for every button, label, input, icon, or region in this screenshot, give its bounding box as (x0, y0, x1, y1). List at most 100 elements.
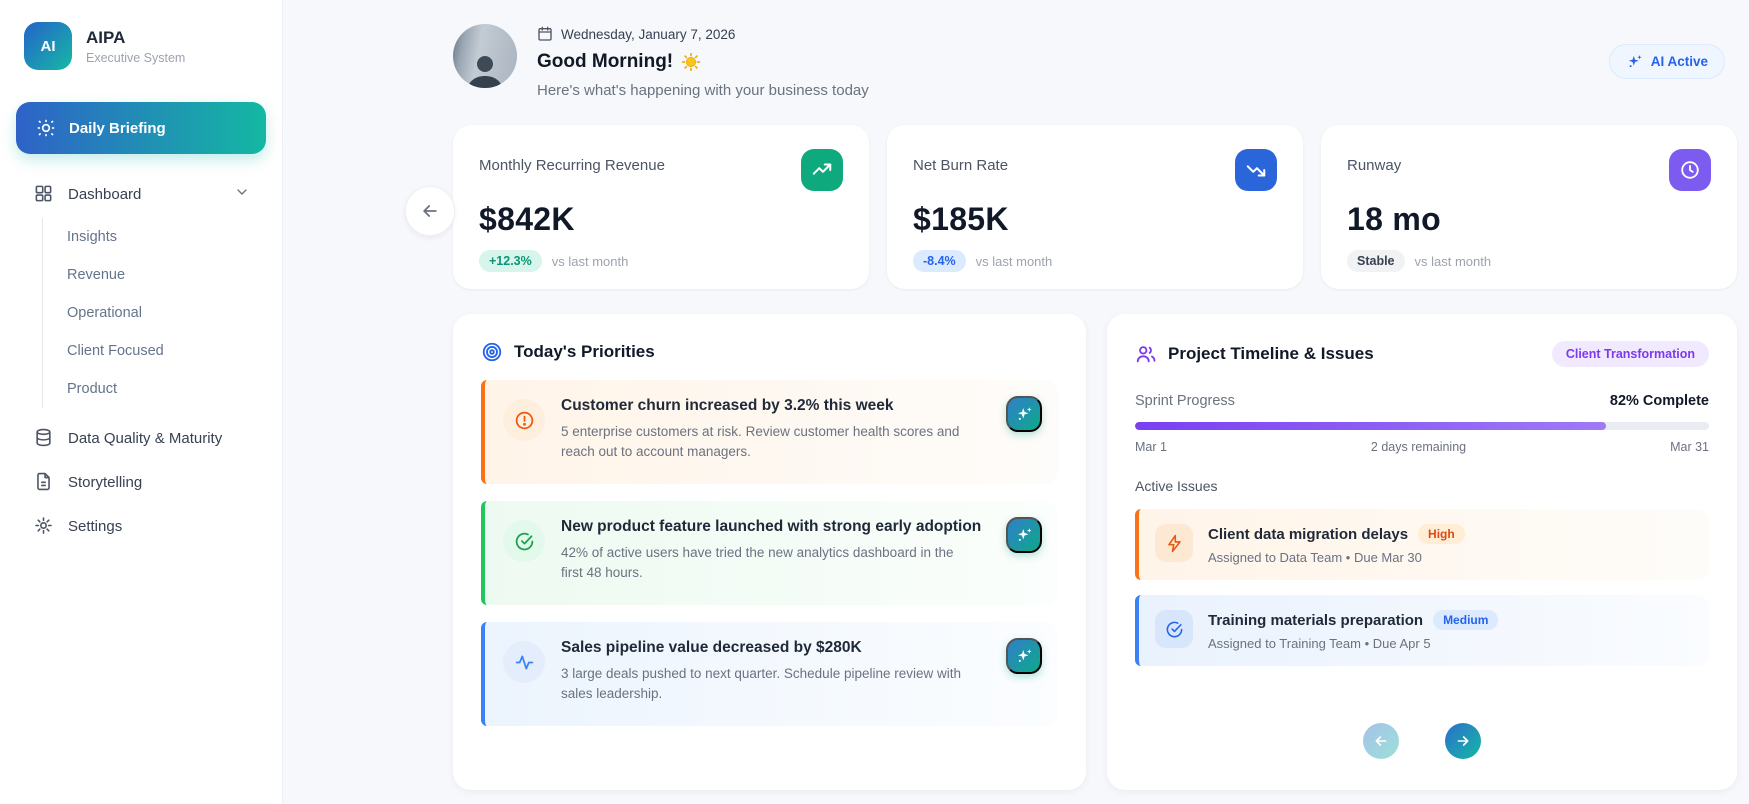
issue-title: Training materials preparation (1208, 611, 1424, 629)
project-badge: Client Transformation (1551, 341, 1709, 367)
sprint-progress-bar (1135, 422, 1709, 430)
metric-card-mrr: Monthly Recurring Revenue $842K +12.3% v… (453, 125, 869, 289)
users-icon (1135, 343, 1157, 365)
sidebar-item-label: Settings (68, 517, 123, 535)
sidebar-subitem-client-focused[interactable]: Client Focused (67, 343, 164, 359)
project-timeline-panel: Project Timeline & Issues Client Transfo… (1107, 314, 1737, 790)
project-header: Project Timeline & Issues Client Transfo… (1135, 341, 1709, 367)
sprint-progress-row: Sprint Progress 82% Complete (1135, 393, 1709, 409)
sprint-dates-row: Mar 1 2 days remaining Mar 31 (1135, 440, 1709, 454)
priority-description: 42% of active users have tried the new a… (561, 545, 954, 580)
alert-circle-icon (503, 399, 545, 441)
brand-subtitle: Executive System (86, 50, 186, 65)
issue-item-training-materials: Training materials preparation Medium As… (1135, 595, 1709, 666)
priority-title: New product feature launched with strong… (561, 518, 982, 535)
sprint-progress-label: Sprint Progress (1135, 393, 1235, 409)
sidebar-subitem-revenue[interactable]: Revenue (67, 267, 126, 283)
greeting: Good Morning! (537, 51, 869, 73)
priority-ai-action-button[interactable] (1006, 396, 1042, 432)
check-circle-icon (503, 520, 545, 562)
brand-logo: AI (24, 22, 72, 70)
brand-logo-text: AI (40, 37, 56, 55)
priority-item-pipeline: Sales pipeline value decreased by $280K … (481, 622, 1058, 726)
content-row: Today's Priorities Customer churn increa… (453, 314, 1737, 790)
database-icon (34, 428, 54, 448)
metric-value: $842K (479, 201, 575, 237)
todays-priorities-panel: Today's Priorities Customer churn increa… (453, 314, 1086, 790)
metric-label: Monthly Recurring Revenue (479, 157, 665, 174)
brand: AI AIPA Executive System (0, 22, 282, 88)
pager-prev-button[interactable] (1363, 723, 1399, 759)
sprint-progress-fill (1135, 422, 1606, 430)
priority-title: Customer churn increased by 3.2% this we… (561, 397, 894, 414)
metric-delta-note: vs last month (551, 253, 629, 269)
grid-icon (34, 184, 54, 204)
sidebar-item-data-quality[interactable]: Data Quality & Maturity (0, 416, 282, 460)
sidebar-item-label: Dashboard (68, 185, 142, 203)
sidebar-item-settings[interactable]: Settings (0, 504, 282, 548)
arrow-right-icon (1455, 733, 1471, 749)
issue-meta: Assigned to Data Team • Due Mar 30 (1208, 550, 1422, 565)
priorities-title: Today's Priorities (514, 342, 655, 361)
clock-icon (1669, 149, 1711, 191)
priority-item-product-launch: New product feature launched with strong… (481, 501, 1058, 605)
sidebar-subitem-insights[interactable]: Insights (67, 229, 117, 245)
sidebar-item-daily-briefing[interactable]: Daily Briefing (16, 102, 266, 154)
sprint-progress-value: 82% Complete (1609, 393, 1709, 409)
priority-ai-action-button[interactable] (1006, 638, 1042, 674)
metrics-prev-button[interactable] (405, 186, 455, 236)
chevron-down-icon[interactable] (234, 184, 254, 204)
issue-title: Client data migration delays (1208, 525, 1409, 543)
ai-active-label: AI Active (1650, 54, 1708, 69)
issue-priority-badge: Medium (1433, 610, 1499, 630)
sparkles-icon (1015, 647, 1033, 665)
date-row: Wednesday, January 7, 2026 (537, 26, 869, 42)
sparkles-icon (1015, 405, 1033, 423)
sidebar-item-label: Daily Briefing (69, 119, 166, 137)
pager-next-button[interactable] (1445, 723, 1481, 759)
issue-item-data-migration: Client data migration delays High Assign… (1135, 509, 1709, 580)
priority-description: 5 enterprise customers at risk. Review c… (561, 424, 960, 459)
project-title: Project Timeline & Issues (1168, 344, 1374, 363)
metric-value: $185K (913, 201, 1009, 237)
trending-up-icon (801, 149, 843, 191)
sidebar-item-label: Data Quality & Maturity (68, 429, 223, 447)
priority-title: Sales pipeline value decreased by $280K (561, 639, 862, 656)
ai-active-badge[interactable]: AI Active (1608, 44, 1725, 79)
file-text-icon (34, 472, 54, 492)
metrics-row: Monthly Recurring Revenue $842K +12.3% v… (453, 125, 1737, 289)
greeting-subtitle: Here's what's happening with your busine… (537, 82, 869, 99)
arrow-left-icon (420, 201, 440, 221)
user-avatar[interactable] (453, 24, 517, 88)
sidebar-subitem-operational[interactable]: Operational (67, 305, 142, 321)
sidebar-subitem-product[interactable]: Product (67, 381, 117, 397)
sun-emoji-icon (681, 52, 701, 72)
sidebar: AI AIPA Executive System Daily Briefing (0, 0, 283, 804)
sidebar-item-dashboard[interactable]: Dashboard (0, 172, 282, 216)
metric-delta-badge: +12.3% (479, 250, 542, 272)
priority-ai-action-button[interactable] (1006, 517, 1042, 553)
metric-card-net-burn: Net Burn Rate $185K -8.4% vs last month (887, 125, 1303, 289)
calendar-icon (537, 26, 553, 42)
active-issues-label: Active Issues (1135, 478, 1218, 494)
greeting-text: Good Morning! (537, 51, 674, 72)
gear-icon (34, 516, 54, 536)
project-pager (1135, 723, 1709, 763)
brand-title: AIPA (86, 27, 126, 47)
page-header: Wednesday, January 7, 2026 Good Morning!… (453, 24, 1737, 99)
date-text: Wednesday, January 7, 2026 (561, 26, 736, 42)
priorities-header: Today's Priorities (481, 341, 1058, 363)
arrow-left-icon (1373, 733, 1389, 749)
sprint-end-date: Mar 31 (1670, 440, 1709, 454)
avatar-silhouette-icon (467, 56, 503, 88)
priority-item-churn: Customer churn increased by 3.2% this we… (481, 380, 1058, 484)
main-content: Wednesday, January 7, 2026 Good Morning!… (283, 0, 1749, 804)
sidebar-item-label: Storytelling (68, 473, 143, 491)
sprint-start-date: Mar 1 (1135, 440, 1167, 454)
dashboard-submenu: Insights Revenue Operational Client Focu… (42, 218, 282, 408)
sidebar-item-storytelling[interactable]: Storytelling (0, 460, 282, 504)
issue-priority-badge: High (1418, 524, 1465, 544)
target-icon (481, 341, 503, 363)
metric-label: Runway (1347, 157, 1402, 174)
